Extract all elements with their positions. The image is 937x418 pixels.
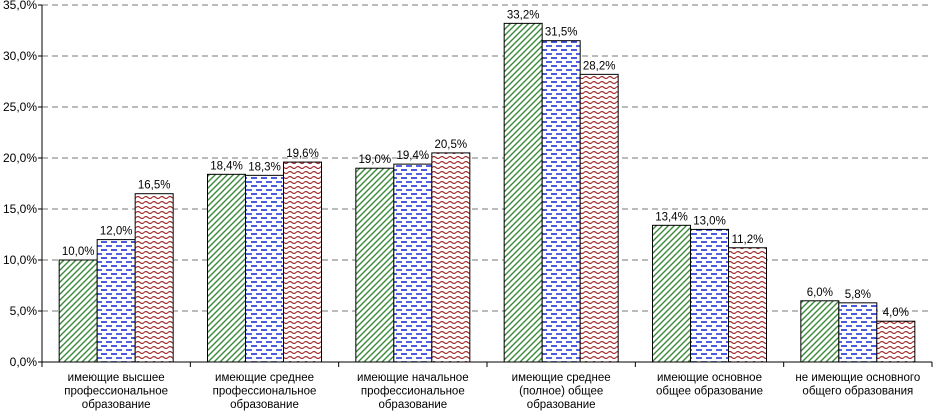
bar-series-3 [134, 193, 174, 363]
data-label: 19,6% [286, 148, 319, 160]
x-category-label: (полное) общее [519, 386, 603, 398]
y-tick-label: 20,0% [3, 151, 37, 165]
x-axis: имеющие высшеепрофессиональноеобразовани… [41, 361, 933, 411]
bar-series-3 [283, 161, 322, 363]
x-category-label: не имеющие основного [795, 372, 920, 384]
data-label: 16,5% [138, 180, 171, 192]
gridlines [42, 4, 932, 312]
bar-series-1 [58, 259, 98, 363]
y-tick-label: 25,0% [3, 100, 37, 114]
data-label: 33,2% [507, 9, 540, 21]
bar-series-1 [800, 300, 840, 363]
data-label: 11,2% [732, 234, 764, 246]
bars [58, 22, 916, 363]
bar-series-3 [876, 320, 916, 363]
y-tick-label: 10,0% [3, 253, 37, 267]
data-label: 31,5% [545, 27, 578, 39]
x-category-label: имеющие среднее [215, 372, 314, 384]
bar-series-2 [96, 239, 136, 363]
bar-series-2 [541, 40, 581, 363]
y-tick-label: 0,0% [10, 355, 38, 369]
x-category-label: общее образование [656, 386, 763, 398]
y-tick-label: 15,0% [3, 202, 37, 216]
x-category-label: имеющие высшее [68, 372, 165, 384]
data-label: 10,0% [62, 246, 95, 258]
bar-series-3 [728, 247, 767, 363]
x-category-label: имеющие основное [657, 372, 762, 384]
bar-series-3 [579, 73, 619, 363]
x-category-label: образование [378, 399, 447, 411]
x-category-label: общего образования [802, 386, 913, 398]
bar-series-1 [355, 167, 395, 363]
data-label: 12,0% [100, 226, 133, 238]
bar-series-2 [838, 302, 878, 363]
bar-series-1 [503, 22, 543, 363]
data-label: 4,0% [883, 307, 909, 319]
bar-series-3 [431, 152, 471, 363]
data-label: 19,0% [359, 154, 392, 166]
data-label: 18,3% [248, 161, 281, 173]
x-category-label: имеющие начальное [357, 372, 469, 384]
x-category-label: образование [230, 399, 299, 411]
data-label: 5,8% [845, 289, 871, 301]
x-category-label: имеющие среднее [512, 372, 611, 384]
data-label: 6,0% [807, 287, 833, 299]
data-label: 13,4% [655, 211, 688, 223]
data-label: 28,2% [583, 60, 616, 72]
x-category-label: образование [527, 399, 596, 411]
y-tick-label: 5,0% [10, 304, 38, 318]
data-label: 18,4% [210, 160, 243, 172]
y-tick-label: 30,0% [3, 49, 37, 63]
data-labels: 10,0% 12,0% 16,5% 18,4% 18,3% 19,6% 19,0% 19,4%… [62, 9, 909, 319]
x-category-label: профессиональное [64, 386, 168, 398]
bar-series-2 [690, 228, 729, 363]
y-tick-label: 35,0% [3, 0, 37, 12]
y-axis: 0,0% 5,0% 10,0% 15,0% 20,0% 25,0% 30,0% 35,0% [3, 0, 43, 369]
bar-series-1 [652, 224, 691, 363]
data-label: 19,4% [397, 150, 430, 162]
x-category-label: образование [82, 399, 151, 411]
bar-series-2 [393, 163, 433, 363]
bar-series-1 [207, 173, 246, 363]
x-category-label: профессиональное [213, 386, 317, 398]
data-label: 13,0% [693, 215, 726, 227]
x-category-label: профессиональное [361, 386, 465, 398]
bar-series-2 [245, 174, 284, 363]
data-label: 20,5% [435, 139, 468, 151]
